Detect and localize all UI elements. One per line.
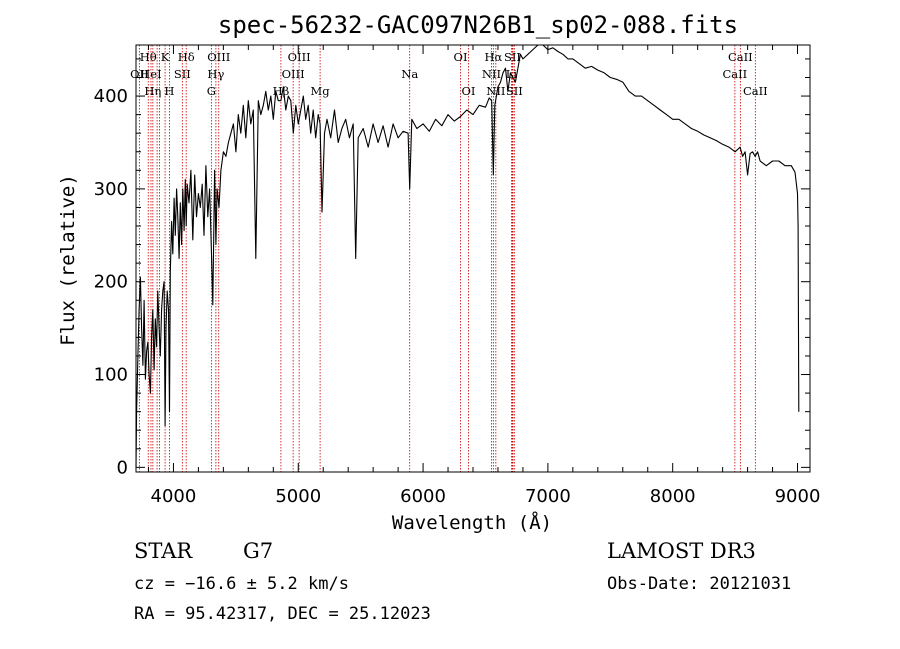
line-marker-label: Hη xyxy=(144,84,161,98)
line-marker-label: CaII xyxy=(743,84,768,98)
line-marker-label: Hθ xyxy=(140,50,157,64)
line-marker-label: SII xyxy=(504,50,521,64)
object-class: STAR xyxy=(134,539,193,563)
line-marker-label: G xyxy=(207,84,216,98)
spectrum-line xyxy=(135,44,800,468)
line-marker-label: OIII xyxy=(288,50,311,64)
coordinates-text: RA = 95.42317, DEC = 25.12023 xyxy=(134,604,431,624)
line-marker-label: Hα xyxy=(484,50,502,64)
line-marker-label: Mg xyxy=(311,84,331,98)
x-axis-label: Wavelength (Å) xyxy=(392,511,552,534)
axis-ticks: 4000 5000 6000 7000 8000 9000 0 100 200 300 400 xyxy=(94,45,821,507)
y-tick-label: 300 xyxy=(94,179,128,200)
plot-frame xyxy=(135,44,811,473)
line-markers xyxy=(138,45,756,472)
x-tick-label: 6000 xyxy=(400,486,446,507)
x-tick-label: 7000 xyxy=(525,486,571,507)
line-marker-label: OIII xyxy=(282,67,305,81)
y-tick-label: 0 xyxy=(117,457,128,478)
y-axis-label: Flux (relative) xyxy=(57,174,79,346)
line-marker-label: H xyxy=(164,84,174,98)
chart-title: spec-56232-GAC097N26B1_sp02-088.fits xyxy=(218,11,738,39)
line-marker-label: OI xyxy=(454,50,468,64)
line-marker-label: SII xyxy=(174,67,191,81)
x-tick-label: 5000 xyxy=(275,486,321,507)
line-marker-label: Na xyxy=(401,67,418,81)
line-marker-label: K xyxy=(161,50,170,64)
x-tick-label: 4000 xyxy=(151,486,197,507)
y-tick-label: 200 xyxy=(94,272,128,293)
line-marker-label: NII xyxy=(486,84,505,98)
line-marker-label: SII xyxy=(506,84,523,98)
x-tick-label: 9000 xyxy=(775,486,821,507)
line-marker-label: CaII xyxy=(722,67,747,81)
line-marker-label: HeI xyxy=(140,67,161,81)
survey-name: LAMOST DR3 xyxy=(607,539,756,563)
y-tick-label: 100 xyxy=(94,365,128,386)
x-tick-label: 8000 xyxy=(650,486,696,507)
line-marker-label: CaII xyxy=(728,50,753,64)
line-marker-label: OIII xyxy=(207,50,230,64)
y-tick-label: 400 xyxy=(94,86,128,107)
line-marker-label: Hγ xyxy=(207,67,224,81)
object-subclass: G7 xyxy=(243,539,273,563)
obs-date-text: Obs-Date: 20121031 xyxy=(607,574,791,594)
line-marker-label: Hδ xyxy=(178,50,195,64)
line-marker-label: NII xyxy=(482,67,501,81)
line-marker-labels: OIIHθHeIHηKHSIIHδGHγOIIIHβOIIIOIIIMgNaOI… xyxy=(130,50,768,98)
line-marker-label: OI xyxy=(462,84,476,98)
line-marker-label: OII xyxy=(130,67,149,81)
redshift-text: cz = −16.6 ± 5.2 km/s xyxy=(134,574,349,594)
